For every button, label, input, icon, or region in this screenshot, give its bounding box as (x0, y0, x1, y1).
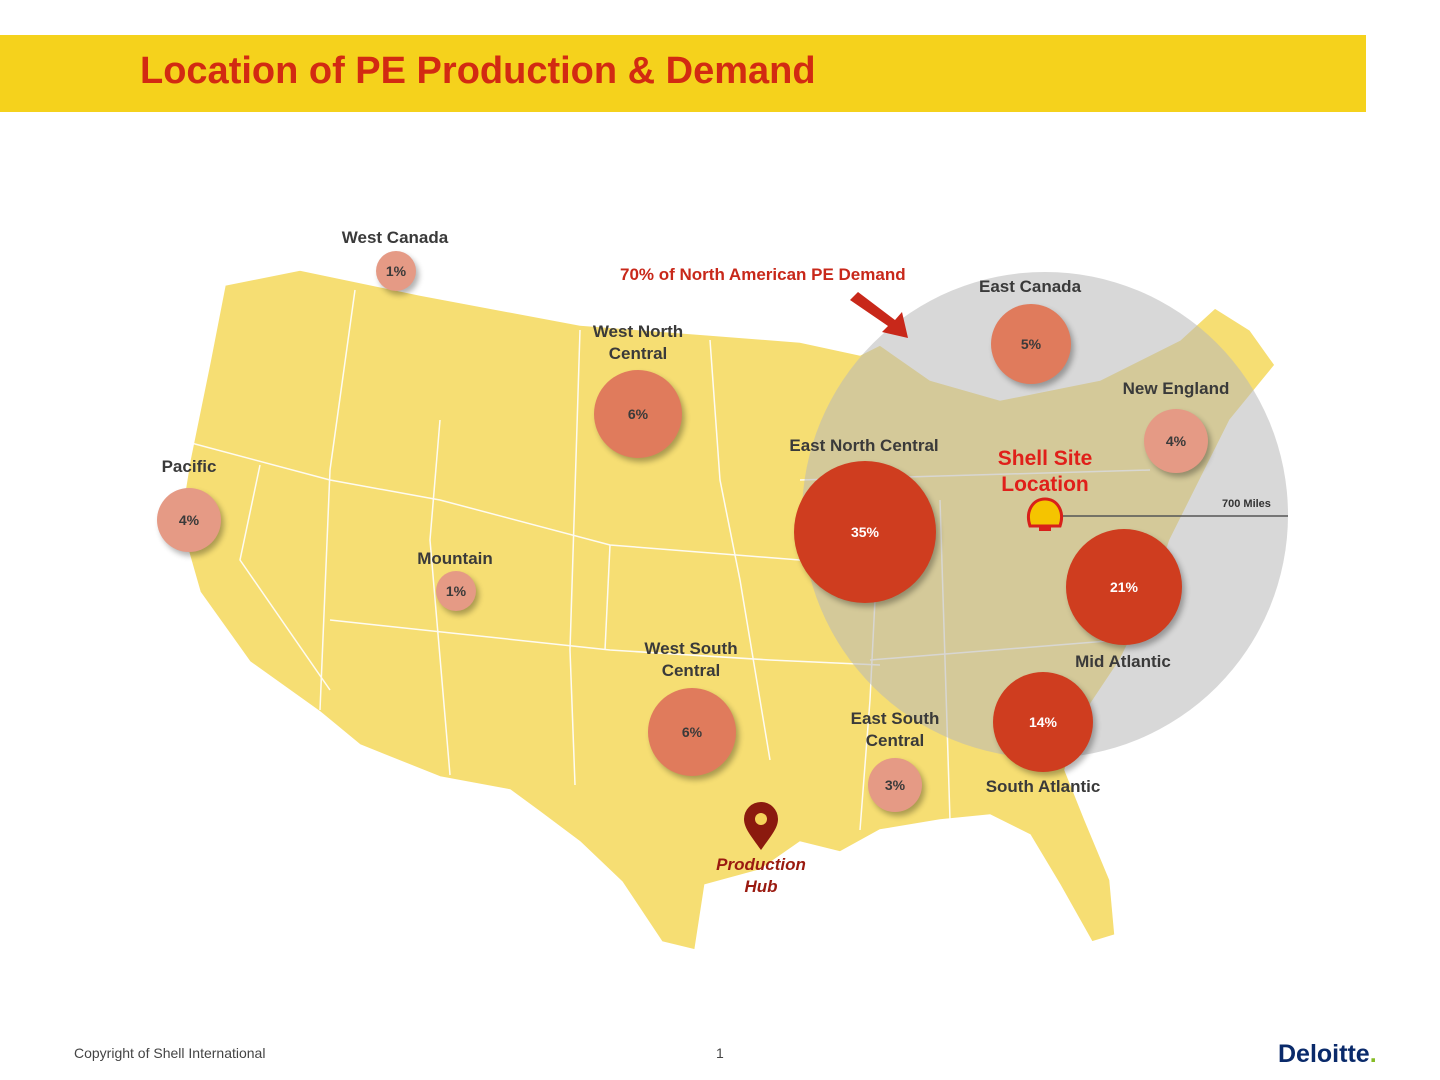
radius-label: 700 Miles (1222, 498, 1271, 510)
demand-bubble: 4% (1144, 409, 1208, 473)
region-label: West South Central (644, 638, 737, 682)
demand-bubble: 6% (648, 688, 736, 776)
region-label-line: Central (608, 344, 668, 363)
demand-callout: 70% of North American PE Demand (620, 265, 906, 284)
demand-bubble: 1% (436, 571, 476, 611)
map-pin-icon (744, 802, 778, 850)
demand-bubble: 4% (157, 488, 221, 552)
callout-arrow-icon (850, 292, 908, 338)
region-label: Mountain (417, 549, 493, 568)
region-label-line: East South (850, 709, 940, 728)
demand-bubble: 35% (794, 461, 936, 603)
region-label-line: West South (644, 639, 738, 658)
page-number: 1 (716, 1045, 724, 1061)
demand-bubble: 3% (868, 758, 922, 812)
demand-bubble: 1% (376, 251, 416, 291)
demand-bubble: 6% (594, 370, 682, 458)
region-label: East North Central (789, 436, 939, 455)
logo-dot: . (1369, 1040, 1377, 1068)
region-label-line: West North (592, 322, 684, 341)
region-label-line: Central (865, 731, 925, 750)
deloitte-logo: Deloitte. (1278, 1040, 1377, 1069)
region-label: West North Central (593, 321, 683, 365)
region-label: Mid Atlantic (1075, 652, 1171, 671)
production-hub-line: Production (716, 855, 806, 874)
region-label: South Atlantic (985, 777, 1101, 796)
production-hub-label: Production Hub (716, 854, 806, 898)
region-label: East Canada (978, 277, 1082, 296)
region-label: West Canada (341, 228, 449, 247)
region-label: East South Central (851, 708, 940, 752)
page-title: Location of PE Production & Demand (140, 50, 816, 92)
logo-text: Deloitte (1278, 1040, 1370, 1068)
shell-site-label: Shell Site Location (998, 446, 1093, 498)
region-label-line: Central (661, 661, 721, 680)
shell-site-label-line: Shell Site (997, 447, 1093, 470)
region-label: Pacific (161, 457, 217, 476)
demand-bubble: 5% (991, 304, 1071, 384)
production-hub-line: Hub (744, 877, 778, 896)
title-banner (0, 35, 1366, 112)
shell-site-label-line: Location (1001, 473, 1089, 496)
copyright-text: Copyright of Shell International (74, 1045, 266, 1061)
shell-logo-icon (1027, 497, 1063, 531)
demand-bubble: 14% (993, 672, 1093, 772)
region-label: New England (1122, 379, 1230, 398)
demand-bubble: 21% (1066, 529, 1182, 645)
